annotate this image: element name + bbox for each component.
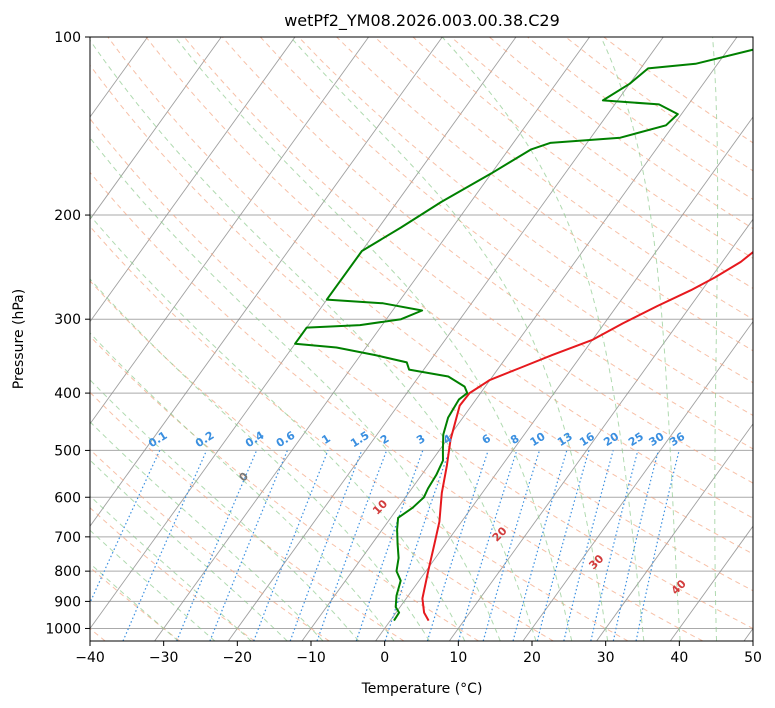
moist-adiabat-line [90, 459, 288, 641]
y-axis-ticks: 1000 900 800 700 600 500 400 300 200 100 [45, 30, 90, 637]
moist-adiabat-line [90, 39, 537, 641]
isotherm-line [522, 320, 753, 641]
x-axis-label: Temperature (°C) [361, 681, 483, 697]
dry-adiabat-line [90, 280, 554, 641]
mixing-ratio-line [512, 450, 568, 641]
dry-adiabat-line [90, 64, 753, 592]
moist-adiabat-line [712, 37, 719, 641]
x-tick-label: −30 [149, 650, 179, 666]
mixing-ratio-line [122, 450, 208, 641]
mixing-ratio-line [289, 450, 363, 641]
moist-adiabat-line [90, 214, 466, 641]
moist-adiabat-line [90, 332, 395, 641]
dry-adiabat-line [336, 37, 753, 352]
dewpoint-profile-line [294, 48, 753, 622]
y-tick-label: 200 [54, 208, 81, 224]
mixing-ratio-line [590, 450, 639, 641]
y-tick-label: 500 [54, 443, 81, 459]
dry-adiabat-line [90, 566, 181, 641]
moist-adiabat-line [90, 562, 179, 641]
isotherm-line [90, 37, 222, 221]
mixing-ratio-line [253, 450, 329, 641]
y-tick-label: 900 [54, 594, 81, 610]
temperature-profile-line [421, 250, 753, 622]
x-tick-label: 10 [449, 650, 467, 666]
mixing-ratio-line [384, 450, 450, 641]
mixing-ratio-line [536, 450, 590, 641]
moist-adiabat-line [90, 137, 501, 641]
moist-adiabat-line [441, 37, 645, 641]
y-tick-label: 800 [54, 564, 81, 580]
dry-adiabats [90, 37, 753, 641]
mixing-ratio-line [612, 450, 659, 641]
moist-adiabat-line [90, 278, 430, 641]
mixing-ratio-line [209, 450, 288, 641]
y-tick-label: 700 [54, 530, 81, 546]
dry-adiabat-line [90, 335, 479, 641]
x-axis-ticks: −40 −30 −20 −10 0 10 20 30 40 50 [75, 641, 762, 666]
mixing-ratio-lines [90, 450, 680, 641]
isotherm-line [227, 37, 664, 641]
mixing-ratio-line [482, 450, 541, 641]
dry-adiabat-line [183, 37, 753, 484]
isotherm-line [90, 37, 369, 425]
moist-adiabat-line [90, 379, 359, 641]
dry-adiabat-line [90, 225, 629, 641]
y-tick-label: 100 [54, 30, 81, 46]
y-tick-label: 600 [54, 490, 81, 506]
moist-adiabat-line [600, 37, 681, 641]
isotherm-line [596, 423, 753, 641]
moist-adiabat-line [90, 529, 216, 641]
y-tick-label: 400 [54, 386, 81, 402]
x-tick-label: −10 [296, 650, 326, 666]
skewed-isotherms [90, 37, 753, 641]
x-tick-label: −20 [223, 650, 253, 666]
x-tick-label: 40 [670, 650, 688, 666]
isotherm-line [669, 525, 753, 641]
x-tick-label: 50 [744, 650, 762, 666]
y-tick-label: 1000 [45, 621, 81, 637]
moist-adiabat-line [90, 421, 324, 641]
x-tick-label: 20 [523, 650, 541, 666]
plot-frame [89, 36, 754, 642]
mixing-ratio-line [457, 450, 518, 641]
mixing-ratio-line [355, 450, 424, 641]
x-tick-label: 30 [597, 650, 615, 666]
isotherm-line [154, 37, 590, 641]
sounding-series [294, 48, 753, 622]
isotherm-line [448, 218, 753, 641]
dry-adiabat-line [412, 37, 753, 289]
dry-adiabat-line [90, 391, 405, 641]
mixing-ratio-line [563, 450, 614, 641]
dry-adiabat-line [90, 117, 753, 630]
dry-adiabat-line [145, 37, 753, 519]
mixing-ratio-line [316, 450, 388, 641]
chart-title: wetPf2_YM08.2026.003.00.38.C29 [284, 11, 560, 31]
y-axis-label: Pressure (hPa) [11, 289, 27, 389]
isotherm-line [90, 37, 443, 527]
x-tick-label: −40 [75, 650, 105, 666]
dry-adiabat-line [260, 37, 753, 417]
moist-adiabat-line [90, 495, 252, 641]
mixing-ratio-line [426, 450, 489, 641]
y-tick-label: 300 [54, 312, 81, 328]
plot-background [90, 37, 753, 641]
x-tick-label: 0 [380, 650, 389, 666]
isotherm-line [90, 37, 296, 323]
mixing-ratio-line [176, 450, 258, 641]
dry-adiabat-line [90, 171, 703, 641]
